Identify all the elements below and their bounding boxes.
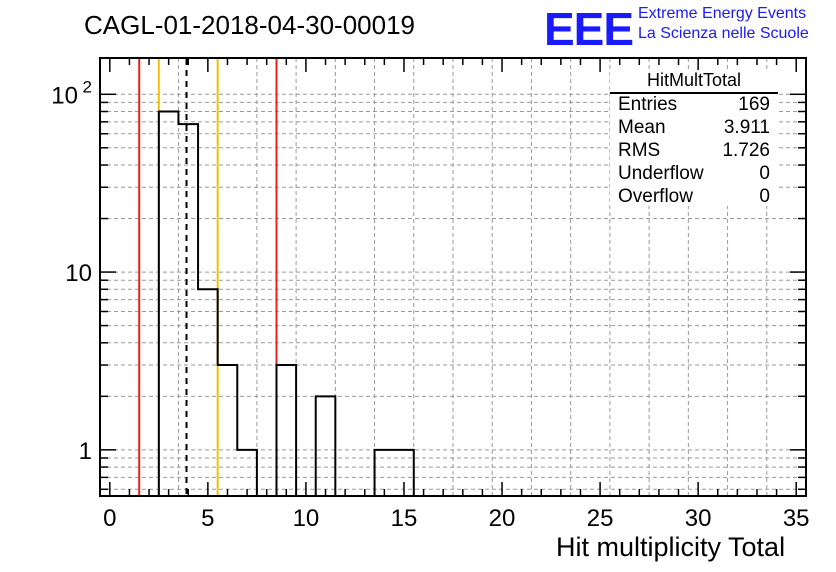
stats-value: 3.911 (723, 117, 770, 138)
stats-row-mean: Mean 3.911 (618, 117, 770, 140)
y-tick-label: 10 (51, 82, 78, 109)
axis-tick-labels: 0 5 10 15 20 25 30 35 1 10 10 2 (51, 77, 809, 532)
stats-box-divider (610, 92, 778, 94)
logo-line-2: La Scienza nelle Scuole (638, 25, 809, 42)
plot-frame (99, 57, 807, 497)
logo-line-1: Extreme Energy Events (638, 5, 807, 22)
eee-logo: EEE (544, 3, 634, 55)
stats-key: RMS (618, 140, 661, 161)
x-tick-label: 25 (587, 505, 614, 532)
y-tick-label: 1 (79, 438, 92, 465)
stats-value: 1.726 (722, 140, 770, 161)
stats-row-entries: Entries 169 (618, 94, 770, 117)
x-tick-label: 0 (103, 505, 116, 532)
x-tick-label: 20 (489, 505, 516, 532)
eee-logo-caption: Extreme Energy Events La Scienza nelle S… (638, 4, 809, 44)
stats-value: 0 (759, 163, 770, 184)
x-axis-title: Hit multiplicity Total (556, 532, 786, 562)
stats-row-overflow: Overflow 0 (618, 186, 770, 209)
stats-row-underflow: Underflow 0 (618, 163, 770, 186)
stats-key: Mean (618, 117, 666, 138)
y-tick-label-exponent: 2 (83, 77, 92, 96)
x-tick-label: 15 (391, 505, 418, 532)
x-tick-label: 30 (685, 505, 712, 532)
stats-key: Entries (618, 94, 678, 115)
x-tick-label: 5 (201, 505, 214, 532)
x-tick-label: 10 (293, 505, 320, 532)
stats-key: Underflow (618, 163, 704, 184)
x-tick-label: 35 (783, 505, 810, 532)
stats-box: HitMultTotal Entries 169 Mean 3.911 RMS … (610, 70, 778, 209)
chart-title: CAGL-01-2018-04-30-00019 (84, 10, 415, 40)
histogram-outline (157, 110, 415, 496)
stats-box-title: HitMultTotal (646, 70, 742, 90)
stats-key: Overflow (618, 186, 693, 207)
axis-ticks (100, 58, 806, 496)
y-tick-label: 10 (65, 260, 92, 287)
stats-value: 0 (759, 186, 770, 207)
stats-row-rms: RMS 1.726 (618, 140, 770, 163)
stats-value: 169 (738, 94, 770, 115)
